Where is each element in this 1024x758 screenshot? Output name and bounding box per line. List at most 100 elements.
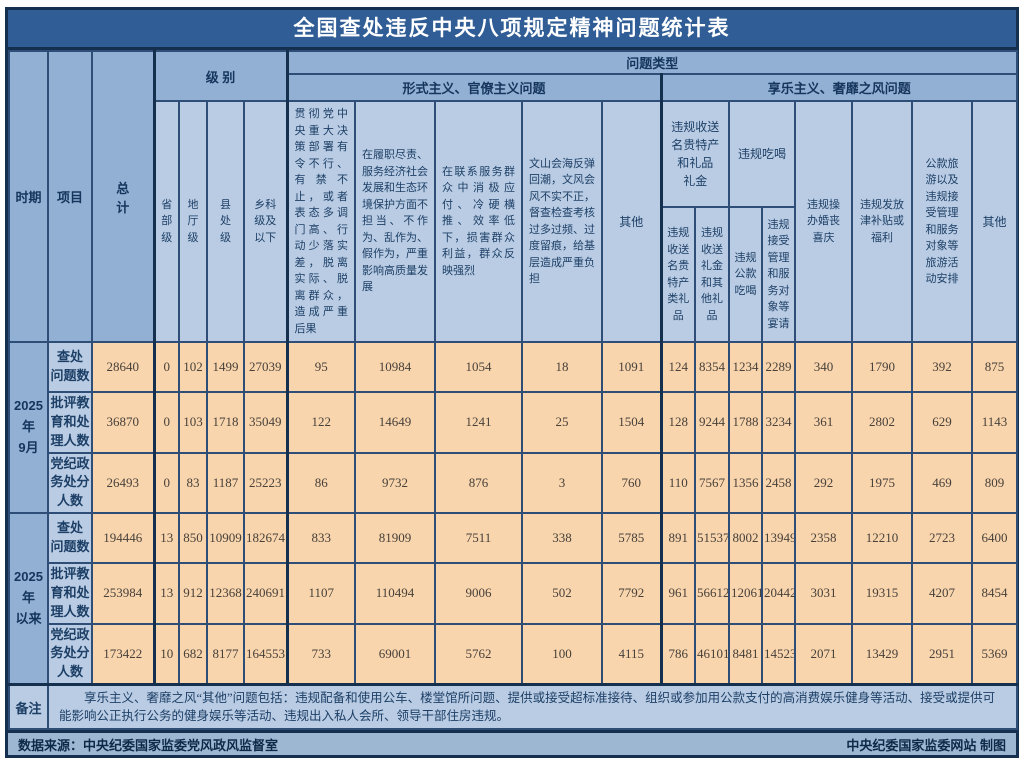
data-cell: 8002 <box>728 512 763 565</box>
header-level-township: 乡科 级及 以下 <box>243 100 288 343</box>
data-cell: 875 <box>970 341 1019 393</box>
data-cell: 253984 <box>91 562 155 625</box>
page-title: 全国查处违反中央八项规定精神问题统计表 <box>8 10 1016 50</box>
header-total: 总 计 <box>91 50 155 343</box>
data-cell: 3234 <box>761 391 796 454</box>
data-cell: 1054 <box>434 341 523 393</box>
data-cell: 51537 <box>694 512 730 565</box>
data-cell: 1975 <box>851 451 913 515</box>
table-row: 2025年 9月 查处 问题数 28640 0 102 1499 27039 95 10984 1… <box>8 340 1019 515</box>
data-cell: 0 <box>152 451 180 515</box>
data-cell: 95 <box>285 341 356 393</box>
header-public-travel: 公款旅游以及违规接受管理和服务对象等旅游活动安排 <box>911 100 973 343</box>
data-cell: 25223 <box>243 451 288 515</box>
data-cell: 2289 <box>761 341 796 393</box>
data-cell: 46101 <box>694 622 730 686</box>
note-label: 备注 <box>8 683 49 731</box>
data-cell: 102 <box>178 341 208 393</box>
period-cell: 2025年 9月 <box>8 340 49 515</box>
data-cell: 18 <box>521 341 603 393</box>
data-cell: 3031 <box>794 562 853 625</box>
data-cell: 1091 <box>601 341 662 393</box>
data-cell: 25 <box>521 391 603 454</box>
data-cell: 1143 <box>970 391 1019 454</box>
header-allowance: 违规发放津补贴或福利 <box>851 100 913 343</box>
data-cell: 760 <box>601 451 662 515</box>
data-cell: 110494 <box>354 562 436 625</box>
data-cell: 36870 <box>91 391 155 454</box>
header-formalism-col-1: 贯彻党中央重大决策部署有令不行、有禁不止，或者表态多调门高、行动少落实差，脱离实… <box>285 100 356 343</box>
data-cell: 103 <box>178 391 208 454</box>
data-cell: 0 <box>152 341 180 393</box>
data-cell: 173422 <box>91 622 155 686</box>
header-dining-public-funds: 违规公款吃喝 <box>728 206 763 343</box>
header-formalism-col-3: 在联系服务群众中消极应付、冷硬横推、效率低下，损害群众利益，群众反映强烈 <box>434 100 523 343</box>
row-label: 查处 问题数 <box>47 512 93 565</box>
table-row: 党纪政 务处分 人数 26493 0 83 1187 25223 86 9732 876 3 760… <box>9 451 1019 515</box>
row-label: 批评教 育和处 理人数 <box>47 391 93 454</box>
source-bar: 数据来源：中央纪委国家监委党风政风监督室 中央纪委国家监委网站 制图 <box>8 730 1016 756</box>
data-cell: 1356 <box>728 451 763 515</box>
credit-text: 中央纪委国家监委网站 制图 <box>846 737 1006 753</box>
data-cell: 9732 <box>354 451 436 515</box>
data-cell: 8481 <box>728 622 763 686</box>
data-cell: 12061 <box>728 562 763 625</box>
header-problem-type-group: 问题类型 <box>285 50 1019 75</box>
data-cell: 110 <box>659 451 696 515</box>
data-cell: 8354 <box>694 341 730 393</box>
data-cell: 12368 <box>206 562 245 625</box>
data-cell: 809 <box>970 451 1019 515</box>
data-cell: 5785 <box>601 512 662 565</box>
data-cell: 10 <box>152 622 180 686</box>
data-cell: 912 <box>178 562 208 625</box>
header-item: 项目 <box>47 50 93 343</box>
header-formalism-group: 形式主义、官僚主义问题 <box>285 73 662 102</box>
data-cell: 28640 <box>91 341 155 393</box>
data-cell: 733 <box>285 622 356 686</box>
data-cell: 13 <box>152 562 180 625</box>
row-label: 党纪政 务处分 人数 <box>47 622 93 686</box>
data-cell: 1790 <box>851 341 913 393</box>
data-cell: 69001 <box>354 622 436 686</box>
header-dining-group: 违规吃喝 <box>728 99 796 209</box>
data-cell: 5369 <box>970 622 1019 686</box>
data-cell: 19315 <box>851 562 913 625</box>
header-level-province: 省 部 级 <box>152 100 180 343</box>
table-row: 批评教 育和处 理人数 36870 0 103 1718 35049 122 14649 124… <box>9 391 1019 454</box>
data-cell: 1788 <box>728 391 763 454</box>
data-cell: 124 <box>659 341 696 393</box>
data-cell: 27039 <box>243 341 288 393</box>
table-body: 2025年 9月 查处 问题数 28640 0 102 1499 27039 95 10984 1… <box>8 340 1019 686</box>
data-cell: 2951 <box>911 622 973 686</box>
data-cell: 361 <box>794 391 853 454</box>
data-cell: 469 <box>911 451 973 515</box>
data-cell: 10984 <box>354 341 436 393</box>
data-cell: 0 <box>152 391 180 454</box>
data-cell: 100 <box>521 622 603 686</box>
header-formalism-other: 其他 <box>601 100 662 343</box>
header-dining-banquet: 违规接受管理和服务对象等宴请 <box>761 206 796 343</box>
row-label: 党纪政 务处分 人数 <box>47 451 93 515</box>
data-cell: 56612 <box>694 562 730 625</box>
table-header: 时期 项目 总 计 级 别 问题类型 形式主义、官僚主义问题 享乐主义、奢靡之风… <box>8 50 1019 343</box>
data-cell: 629 <box>911 391 973 454</box>
data-cell: 182674 <box>243 512 288 565</box>
table-frame: 全国查处违反中央八项规定精神问题统计表 时期 项目 总 计 级 别 问题类型 形… <box>5 7 1019 758</box>
data-cell: 6400 <box>970 512 1019 565</box>
data-cell: 8454 <box>970 562 1019 625</box>
data-cell: 26493 <box>91 451 155 515</box>
data-cell: 14649 <box>354 391 436 454</box>
data-cell: 3 <box>521 451 603 515</box>
data-cell: 4115 <box>601 622 662 686</box>
data-cell: 891 <box>659 512 696 565</box>
data-cell: 2071 <box>794 622 853 686</box>
data-cell: 128 <box>659 391 696 454</box>
data-cell: 338 <box>521 512 603 565</box>
data-cell: 5762 <box>434 622 523 686</box>
header-level-prefecture: 地 厅 级 <box>178 100 208 343</box>
header-gift-money: 违规收送礼金和其他礼品 <box>694 206 730 343</box>
data-cell: 10909 <box>206 512 245 565</box>
header-gift-group: 违规收送 名贵特产 和礼品 礼金 <box>659 99 730 209</box>
data-cell: 164553 <box>243 622 288 686</box>
data-cell: 8177 <box>206 622 245 686</box>
